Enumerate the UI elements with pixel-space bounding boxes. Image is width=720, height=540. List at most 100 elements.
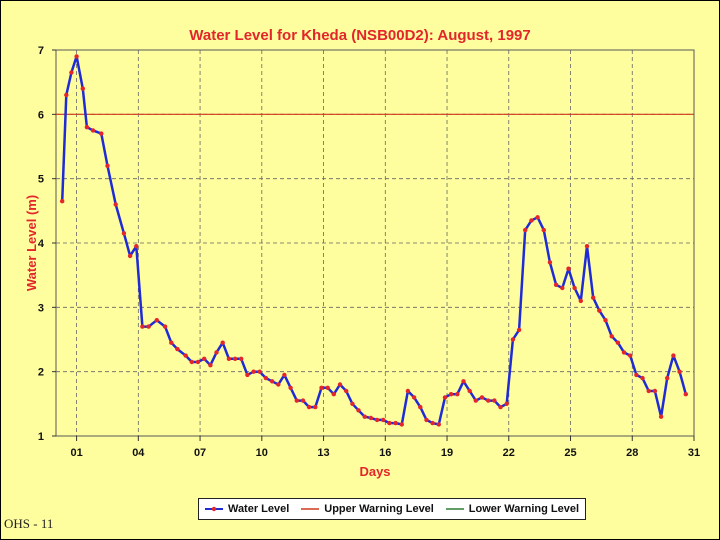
data-point xyxy=(486,398,491,403)
data-point xyxy=(572,285,577,291)
y-tick-label: 6 xyxy=(38,109,44,121)
data-point xyxy=(368,415,374,421)
data-point xyxy=(226,356,232,361)
x-tick-label: 31 xyxy=(688,447,700,459)
data-point xyxy=(430,420,435,426)
data-point xyxy=(418,404,423,410)
data-point xyxy=(337,382,343,387)
data-point xyxy=(541,227,546,233)
x-tick-label: 22 xyxy=(503,447,515,459)
y-tick-label: 4 xyxy=(38,238,45,250)
y-tick-label: 1 xyxy=(38,431,44,443)
data-point xyxy=(584,244,590,249)
data-point xyxy=(105,163,110,168)
data-point xyxy=(331,392,336,397)
data-point xyxy=(665,375,670,381)
data-point xyxy=(529,218,534,223)
legend-swatch-lower-warning xyxy=(445,504,464,514)
data-point xyxy=(220,340,225,345)
data-point xyxy=(344,388,349,394)
data-point xyxy=(498,404,503,410)
data-point xyxy=(162,324,168,329)
data-point xyxy=(263,375,269,381)
data-point xyxy=(64,92,69,98)
data-point xyxy=(69,70,74,75)
data-point xyxy=(276,382,281,387)
legend-item-water-level: Water Level xyxy=(204,503,289,515)
legend-label-lower-warning: Lower Warning Level xyxy=(468,503,580,515)
data-point xyxy=(442,395,448,400)
data-point xyxy=(603,318,608,323)
data-point xyxy=(393,420,398,426)
data-point xyxy=(516,327,522,333)
y-tick-label: 2 xyxy=(38,367,44,379)
data-point xyxy=(175,346,180,352)
data-point xyxy=(621,350,627,355)
data-point xyxy=(387,420,392,426)
data-point xyxy=(140,324,145,329)
data-point xyxy=(374,417,380,423)
data-point xyxy=(683,392,688,397)
data-point xyxy=(399,422,404,427)
data-point xyxy=(609,334,614,339)
data-point xyxy=(535,215,540,220)
x-tick-label: 01 xyxy=(70,447,82,459)
data-point xyxy=(84,125,90,130)
x-axis-ticks: 01 04 07 10 13 16 19 22 25 28 31 xyxy=(70,436,700,459)
y-axis-label: Water Level (m) xyxy=(24,195,39,291)
data-point xyxy=(269,379,275,384)
data-point xyxy=(306,404,312,410)
x-tick-label: 10 xyxy=(256,447,268,459)
data-point xyxy=(195,359,201,365)
x-tick-label: 25 xyxy=(564,447,576,459)
data-point xyxy=(615,340,621,345)
x-tick-label: 07 xyxy=(194,447,206,459)
data-point xyxy=(473,398,478,403)
y-tick-label: 3 xyxy=(38,302,44,314)
legend-swatch-upper-warning xyxy=(301,504,320,514)
data-point xyxy=(492,398,497,403)
data-point xyxy=(356,408,361,413)
data-point xyxy=(202,356,207,361)
chart-legend: Water Level Upper Warning Level Lower Wa… xyxy=(198,498,586,520)
chart-title: Water Level for Kheda (NSB00D2): August,… xyxy=(189,27,530,44)
data-point xyxy=(113,202,118,207)
data-point xyxy=(640,375,645,381)
data-point xyxy=(634,372,639,378)
data-point xyxy=(214,350,219,355)
data-point xyxy=(591,295,596,300)
data-point xyxy=(424,417,429,423)
data-point xyxy=(183,353,188,358)
data-point xyxy=(677,369,682,374)
data-point xyxy=(127,253,133,259)
data-point xyxy=(436,422,441,427)
data-point xyxy=(658,414,664,419)
data-point xyxy=(319,385,324,390)
x-tick-label: 13 xyxy=(317,447,329,459)
legend-item-lower-warning: Lower Warning Level xyxy=(445,503,580,515)
data-point xyxy=(300,398,306,403)
slide-footer: OHS - 11 xyxy=(4,516,54,531)
data-point xyxy=(294,398,299,403)
data-point xyxy=(208,363,213,368)
data-point xyxy=(146,324,151,329)
y-tick-label: 5 xyxy=(38,174,44,186)
data-point xyxy=(313,404,318,410)
data-point xyxy=(510,337,516,342)
data-point xyxy=(411,395,417,400)
data-point xyxy=(448,392,454,397)
data-point xyxy=(381,417,386,423)
data-point xyxy=(80,86,86,91)
data-point xyxy=(553,282,559,287)
data-point xyxy=(239,356,244,361)
x-tick-label: 28 xyxy=(626,447,638,459)
data-point xyxy=(134,244,139,249)
data-point xyxy=(461,379,466,384)
data-point xyxy=(479,395,485,400)
data-point xyxy=(232,356,238,361)
legend-item-upper-warning: Upper Warning Level xyxy=(301,503,434,515)
legend-label-upper-warning: Upper Warning Level xyxy=(324,503,434,515)
data-point xyxy=(362,414,367,419)
y-axis-ticks: 1 2 3 4 5 6 7 xyxy=(38,45,56,443)
